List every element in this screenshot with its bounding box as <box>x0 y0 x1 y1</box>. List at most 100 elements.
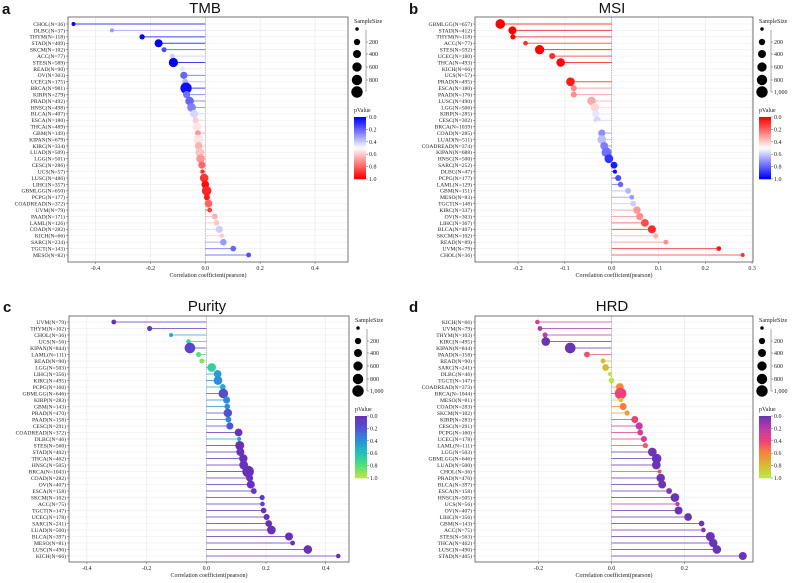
y-tick-label: DLBC(N=37) <box>34 27 66 34</box>
y-tick-label: CESC(N=302) <box>439 117 472 124</box>
color-legend-swatch <box>354 160 366 163</box>
color-legend-swatch <box>354 127 366 130</box>
lollipop-point <box>535 319 540 325</box>
color-legend-swatch <box>355 457 367 460</box>
y-tick-label: GBM(N=143) <box>34 403 66 410</box>
color-legend-swatch <box>354 166 366 169</box>
color-legend-swatch <box>759 465 771 468</box>
y-tick-label: ESCA(N=158) <box>32 488 66 495</box>
lollipop-point <box>219 384 226 390</box>
color-legend-swatch <box>759 416 771 418</box>
y-tick-label: KIPAN(N=844) <box>436 345 472 352</box>
size-legend-dot <box>353 348 363 358</box>
lollipop-point <box>647 225 656 234</box>
size-legend-label: 400 <box>774 52 783 58</box>
color-legend-swatch <box>354 157 366 160</box>
color-legend-swatch <box>355 445 367 448</box>
lollipop-point <box>698 520 705 527</box>
color-legend-swatch <box>354 168 366 170</box>
x-tick-label: 0.0 <box>203 566 211 572</box>
y-tick-label: PAAD(N=176) <box>438 91 472 98</box>
x-tick-label: -0.2 <box>146 266 156 272</box>
y-tick-label: UVM(N=79) <box>442 325 472 332</box>
lollipop-point <box>598 129 606 137</box>
size-legend-dot <box>354 337 362 345</box>
lollipop-point <box>246 252 252 258</box>
color-legend-label: 0.6 <box>369 152 377 158</box>
color-legend-swatch <box>354 165 366 167</box>
color-legend-swatch <box>759 428 771 431</box>
lollipop-point <box>224 403 231 410</box>
lollipop-point <box>187 103 196 112</box>
lollipop-point <box>263 513 270 521</box>
lollipop-point <box>614 387 627 400</box>
lollipop-point <box>564 342 576 354</box>
size-legend-dot <box>756 385 768 397</box>
lollipop-point <box>597 135 607 144</box>
lollipop-point <box>230 245 237 252</box>
color-legend-swatch <box>759 473 771 476</box>
y-tick-label: BLCA(N=407) <box>438 226 472 233</box>
lollipop-point <box>495 19 506 29</box>
color-legend-label: 0.4 <box>369 140 377 146</box>
y-tick-label: READ(N=90) <box>34 358 66 365</box>
lollipop-point <box>198 161 206 169</box>
panel-d: d HRD KICH(N=66)UVM(N=79)THYM(N=103)KIRC(N… <box>409 298 788 579</box>
lollipop-point <box>139 34 145 40</box>
y-tick-label: SKCM(N=102) <box>31 494 66 501</box>
color-legend-label: 0.2 <box>774 426 782 432</box>
y-tick-label: GBM(N=151) <box>440 188 472 195</box>
y-tick-label: COADREAD(N=372) <box>16 429 67 436</box>
color-legend-swatch <box>759 149 771 152</box>
lollipop-point <box>109 28 114 33</box>
lollipop-point <box>635 422 643 430</box>
lollipop-point <box>220 238 227 246</box>
y-tick-label: COADREAD(N=372) <box>15 201 66 208</box>
y-tick-label: LAML(N=126) <box>30 220 65 227</box>
color-legend-swatch <box>354 120 366 122</box>
size-legend-title: SampleSize <box>354 19 383 25</box>
color-legend-swatch <box>354 163 366 166</box>
color-legend-swatch <box>355 442 367 445</box>
lollipop-point <box>653 233 659 239</box>
lollipop-point <box>625 187 631 194</box>
color-legend-swatch <box>759 454 771 457</box>
y-tick-label: DLBC(N=46) <box>441 371 473 378</box>
size-legend-label: 400 <box>370 351 379 357</box>
y-tick-label: UCS(N=57) <box>445 72 473 79</box>
y-tick-label: KIRC(N=337) <box>439 207 472 214</box>
color-legend-swatch <box>355 464 367 466</box>
lollipop-point <box>201 186 212 196</box>
y-tick-label: PRAD(N=470) <box>32 410 66 417</box>
lollipop-point <box>642 442 649 449</box>
color-legend-swatch <box>355 456 367 459</box>
y-tick-label: LUAD(N=511) <box>437 136 472 143</box>
y-tick-label: KIPAN(N=688) <box>436 149 472 156</box>
color-legend-label: 0.6 <box>370 451 378 457</box>
y-tick-label: CHOL(N=36) <box>34 332 66 339</box>
y-tick-label: LUAD(N=509) <box>30 149 65 156</box>
color-legend-swatch <box>355 453 367 456</box>
lollipop-point <box>183 91 191 99</box>
y-tick-label: SARC(N=234) <box>31 239 65 246</box>
lollipop-point <box>285 532 293 541</box>
lollipop-point <box>265 520 273 527</box>
lollipop-point <box>335 553 341 559</box>
x-tick-label: 0.0 <box>608 266 616 272</box>
color-legend-title: pValue <box>355 407 372 413</box>
color-legend-swatch <box>355 433 367 435</box>
color-legend-swatch <box>759 423 771 426</box>
lollipop-point <box>168 57 179 68</box>
color-legend-swatch <box>355 459 367 462</box>
y-tick-label: KIRC(N=334) <box>32 143 65 150</box>
panel-title: HRD <box>596 298 629 315</box>
x-tick-label: 0.4 <box>322 566 330 572</box>
color-legend-swatch <box>759 474 771 477</box>
lollipop-point <box>523 40 528 46</box>
color-legend-swatch <box>354 172 366 175</box>
color-legend-swatch <box>355 450 367 452</box>
color-legend-swatch <box>759 453 771 456</box>
lollipop-point <box>631 415 639 424</box>
lollipop-point <box>607 371 613 377</box>
lollipop-point <box>705 531 715 542</box>
